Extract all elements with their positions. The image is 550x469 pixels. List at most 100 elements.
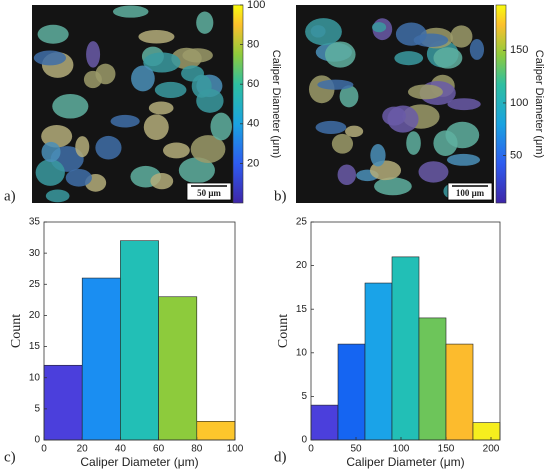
y-tick-label: 10 xyxy=(29,372,41,383)
y-tick-label: 35 xyxy=(29,217,41,228)
bar xyxy=(120,240,159,441)
particle xyxy=(407,84,443,100)
particle xyxy=(345,125,364,138)
x-axis-label: Caliper Diameter (μm) xyxy=(80,455,198,469)
panel-label: c) xyxy=(4,449,16,465)
particle xyxy=(387,105,419,133)
y-tick-label: 20 xyxy=(29,310,41,321)
x-tick-label: 100 xyxy=(227,444,244,455)
particle xyxy=(317,79,354,90)
x-tick-label: 50 xyxy=(350,444,362,455)
y-axis-label: Count xyxy=(9,314,24,348)
x-axis-label: Caliper Diameter (μm) xyxy=(346,455,464,469)
particle xyxy=(324,41,356,68)
bar xyxy=(445,343,474,441)
particle xyxy=(35,159,65,186)
panel-label: d) xyxy=(274,449,287,465)
particle xyxy=(447,98,481,111)
colorbar-tick-label: 100 xyxy=(510,97,528,109)
particle xyxy=(112,5,149,18)
particle xyxy=(33,50,67,66)
panel-label: a) xyxy=(4,188,16,204)
x-tick-label: 150 xyxy=(438,444,455,455)
bar xyxy=(337,343,366,441)
particle xyxy=(95,135,122,160)
particle xyxy=(110,114,140,128)
y-tick-label: 5 xyxy=(34,403,40,414)
particle xyxy=(95,63,116,85)
bar xyxy=(196,421,236,441)
y-tick-label: 25 xyxy=(296,217,308,228)
panel-label: b) xyxy=(274,188,287,204)
colorbar-tick-label: 40 xyxy=(247,118,259,130)
particle xyxy=(370,144,386,167)
particle xyxy=(178,157,215,184)
scale-bar-box xyxy=(447,182,493,201)
particle xyxy=(305,18,342,46)
x-tick-label: 100 xyxy=(393,444,410,455)
particle xyxy=(418,161,449,183)
colorbar-tick-label: 150 xyxy=(510,44,528,56)
axes-box xyxy=(310,221,501,441)
bar xyxy=(472,422,501,441)
scale-bar-label: 50 μm xyxy=(197,188,221,198)
particle xyxy=(41,124,73,148)
bar xyxy=(310,404,339,441)
particle xyxy=(37,24,69,44)
x-tick-label: 80 xyxy=(191,444,203,455)
colorbar-tick-label: 80 xyxy=(247,39,259,51)
y-tick-label: 0 xyxy=(34,435,40,446)
particle xyxy=(446,153,481,166)
particle xyxy=(45,189,70,203)
particle xyxy=(433,130,458,156)
colorbar-tick-label: 20 xyxy=(247,157,259,169)
particle xyxy=(131,65,155,92)
particle xyxy=(143,52,181,73)
bar xyxy=(81,277,121,441)
particle xyxy=(163,142,190,159)
axes-box xyxy=(43,221,236,441)
particle xyxy=(41,141,61,162)
particle xyxy=(469,39,485,60)
particle xyxy=(154,81,187,98)
particle xyxy=(196,88,224,113)
y-axis-label: Count xyxy=(276,314,291,348)
y-tick-label: 5 xyxy=(301,391,307,402)
x-tick-label: 0 xyxy=(308,444,314,455)
y-tick-label: 10 xyxy=(296,347,308,358)
particle xyxy=(337,164,357,186)
particle xyxy=(150,173,174,190)
bar xyxy=(418,317,447,441)
particle xyxy=(331,133,354,154)
particle xyxy=(190,135,226,163)
y-tick-label: 15 xyxy=(296,304,308,315)
colorbar-tick-label: 50 xyxy=(510,150,522,162)
y-tick-label: 15 xyxy=(29,341,41,352)
x-tick-label: 60 xyxy=(153,444,165,455)
particle xyxy=(315,120,347,134)
particle xyxy=(339,85,359,108)
scale-bar-box xyxy=(186,182,232,201)
particle xyxy=(406,131,421,155)
y-tick-label: 0 xyxy=(301,435,307,446)
bar xyxy=(158,296,198,441)
bar xyxy=(364,282,393,441)
particle xyxy=(182,48,213,63)
colorbar-label: Caliper Diameter (μm) xyxy=(533,50,545,158)
particle xyxy=(196,11,214,34)
particle xyxy=(413,33,449,47)
bar xyxy=(43,364,83,441)
particle xyxy=(210,112,232,141)
particle xyxy=(394,51,424,66)
colorbar-label: Caliper Diameter (μm) xyxy=(270,50,282,158)
particle xyxy=(433,47,463,69)
y-tick-label: 20 xyxy=(296,260,308,271)
particle xyxy=(65,168,92,187)
x-tick-label: 0 xyxy=(41,444,47,455)
particle xyxy=(372,22,387,33)
x-tick-label: 40 xyxy=(115,444,127,455)
bar xyxy=(391,256,420,441)
particle xyxy=(52,93,89,119)
particle xyxy=(86,41,101,68)
